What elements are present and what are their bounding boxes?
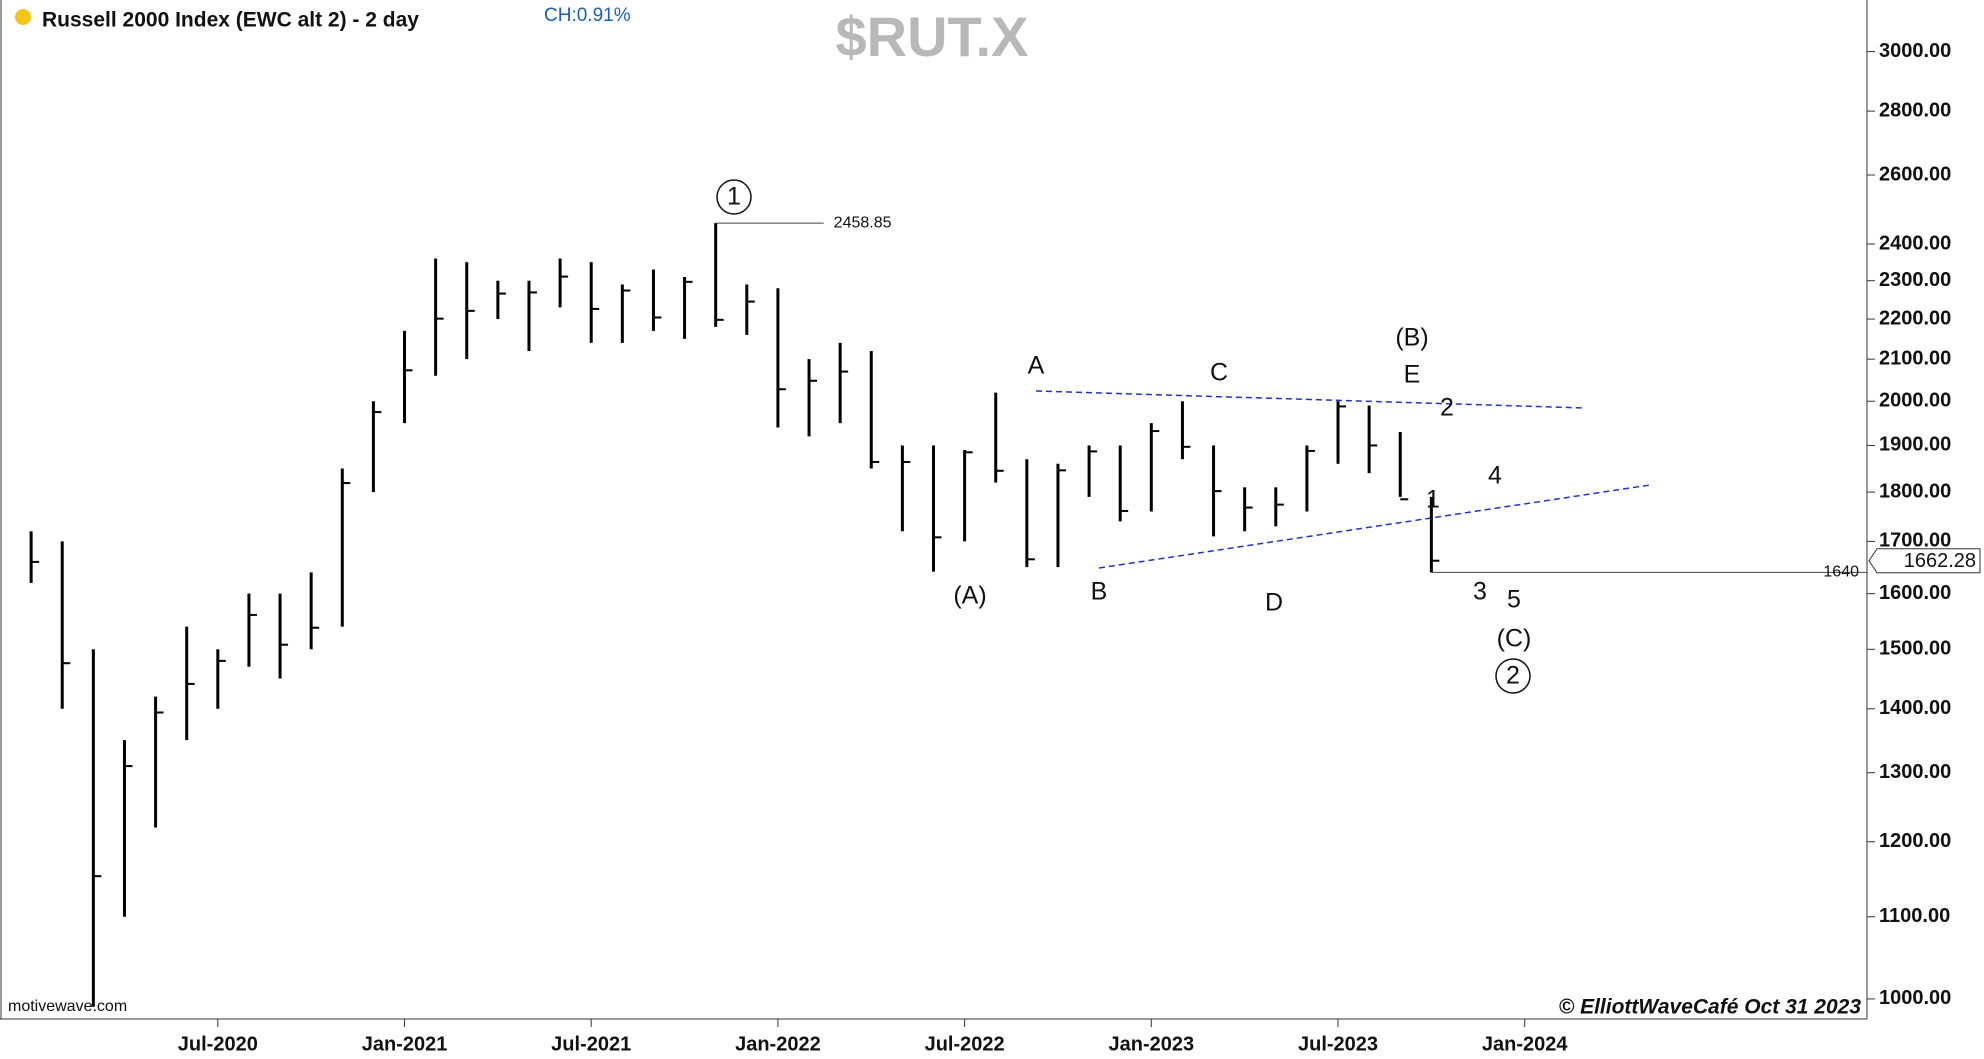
y-tick-label: 2600.00 — [1879, 163, 1951, 185]
wave-label: 3 — [1473, 578, 1487, 606]
x-tick-label: Jul-2021 — [551, 1033, 631, 1055]
y-tick-label: 1500.00 — [1879, 638, 1951, 660]
wave-label: 2 — [1440, 394, 1454, 422]
wave-label: (A) — [953, 582, 986, 610]
wave-label: B — [1091, 578, 1108, 606]
level-label: 1640 — [1823, 564, 1859, 581]
x-tick-label: Jul-2023 — [1298, 1033, 1378, 1055]
y-tick-label: 2100.00 — [1879, 347, 1951, 369]
y-tick-label: 1200.00 — [1879, 830, 1951, 852]
wave-circle — [1495, 658, 1531, 694]
wave-label: A — [1028, 352, 1045, 380]
y-tick-label: 1300.00 — [1879, 761, 1951, 783]
y-tick-label: 2000.00 — [1879, 390, 1951, 412]
price-box-label: 1662.28 — [1904, 550, 1976, 572]
wave-label: 5 — [1507, 586, 1521, 614]
wave-label: E — [1404, 361, 1421, 389]
y-tick-label: 1800.00 — [1879, 480, 1951, 502]
wave-label: D — [1265, 589, 1283, 617]
change-label: CH:0.91% — [544, 5, 631, 26]
wave-label: 1 — [727, 183, 741, 211]
y-tick-label: 2300.00 — [1879, 269, 1951, 291]
credit: © ElliottWaveCafé Oct 31 2023 — [1559, 996, 1862, 1019]
wave-label: (C) — [1497, 625, 1532, 653]
x-tick-label: Jul-2022 — [925, 1033, 1005, 1055]
y-tick-label: 1900.00 — [1879, 434, 1951, 456]
symbol: $RUT.X — [836, 5, 1029, 68]
y-tick-label: 3000.00 — [1879, 40, 1951, 62]
status-dot — [15, 9, 31, 25]
x-tick-label: Jul-2020 — [178, 1033, 258, 1055]
y-tick-label: 1700.00 — [1879, 530, 1951, 552]
trendline — [1098, 484, 1651, 569]
y-tick-label: 2200.00 — [1879, 307, 1951, 329]
x-tick-label: Jan-2024 — [1482, 1033, 1568, 1055]
level-label: 2458.85 — [834, 214, 892, 231]
x-tick-label: Jan-2021 — [362, 1033, 448, 1055]
y-tick-label: 1400.00 — [1879, 697, 1951, 719]
y-tick-label: 2400.00 — [1879, 232, 1951, 254]
chart-title: Russell 2000 Index (EWC alt 2) - 2 day — [42, 9, 419, 32]
y-tick-label: 1100.00 — [1879, 905, 1950, 927]
watermark: motivewave.com — [8, 998, 127, 1015]
wave-label: C — [1210, 359, 1228, 387]
wave-label: (B) — [1395, 324, 1428, 352]
y-tick-label: 1600.00 — [1879, 582, 1951, 604]
wave-label: 2 — [1506, 662, 1520, 690]
y-tick-label: 2800.00 — [1879, 99, 1951, 121]
y-tick-label: 1000.00 — [1879, 987, 1951, 1009]
wave-label: 1 — [1426, 486, 1440, 514]
wave-circle — [716, 179, 752, 215]
x-tick-label: Jan-2023 — [1109, 1033, 1195, 1055]
trendline — [1035, 390, 1586, 409]
wave-label: 4 — [1488, 462, 1502, 490]
x-tick-label: Jan-2022 — [735, 1033, 821, 1055]
price-box — [1868, 548, 1981, 574]
